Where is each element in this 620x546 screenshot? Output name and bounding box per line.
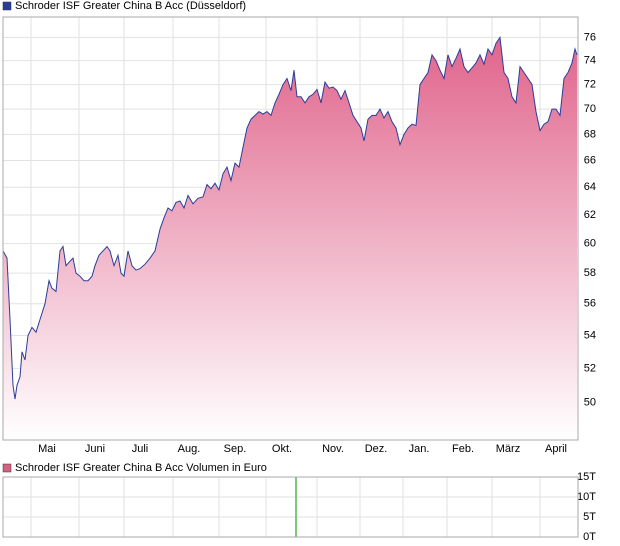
x-tick-label: März [496, 443, 520, 455]
x-tick-label: Feb. [452, 443, 474, 455]
plot-border [2, 476, 579, 538]
y-tick-label: 5T [583, 511, 596, 523]
y-tick-label: 70 [584, 103, 596, 115]
y-tick-label: 68 [584, 128, 596, 140]
x-tick-label: Jan. [409, 443, 430, 455]
legend-swatch [2, 1, 12, 11]
y-tick-label: 56 [584, 298, 596, 310]
y-tick-label: 64 [584, 181, 596, 193]
y-tick-label: 62 [584, 209, 596, 221]
x-tick-label: Sep. [224, 443, 247, 455]
y-tick-label: 60 [584, 237, 596, 249]
x-tick-label: Nov. [322, 443, 344, 455]
x-tick-label: Mai [38, 443, 56, 455]
y-tick-label: 15T [577, 471, 596, 483]
y-tick-label: 0T [583, 531, 596, 543]
y-tick-label: 52 [584, 362, 596, 374]
y-tick-label: 50 [584, 396, 596, 408]
y-tick-label: 72 [584, 78, 596, 90]
volume-bar [295, 477, 297, 537]
x-tick-label: Okt. [272, 443, 292, 455]
y-tick-label: 54 [584, 329, 596, 341]
legend-swatch [2, 463, 12, 473]
y-tick-label: 10T [577, 491, 596, 503]
x-tick-label: Juli [132, 443, 149, 455]
y-tick-label: 76 [584, 31, 596, 43]
x-tick-label: April [545, 443, 567, 455]
price-line [2, 36, 578, 400]
legend-title: Schroder ISF Greater China B Acc Volumen… [15, 462, 267, 474]
y-tick-label: 66 [584, 154, 596, 166]
y-tick-label: 58 [584, 267, 596, 279]
y-tick-label: 74 [584, 55, 596, 67]
plot-border [2, 16, 579, 441]
x-tick-label: Juni [85, 443, 105, 455]
legend-title: Schroder ISF Greater China B Acc (Düssel… [15, 0, 246, 12]
area [3, 37, 577, 441]
x-tick-label: Dez. [365, 443, 388, 455]
x-tick-label: Aug. [178, 443, 201, 455]
